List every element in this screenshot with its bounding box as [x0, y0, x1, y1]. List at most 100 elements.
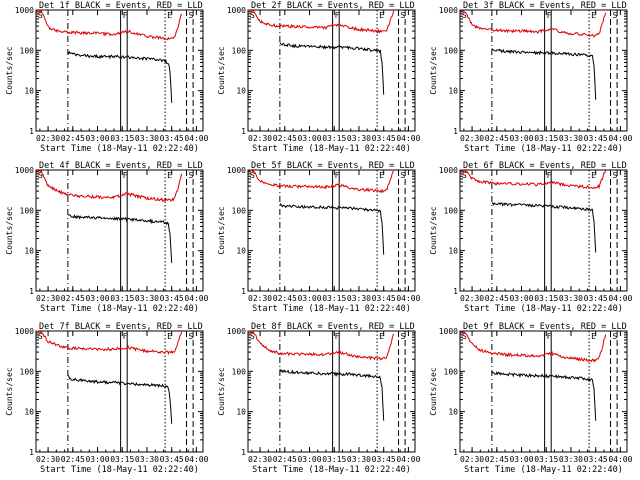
y-tick-label: 10 [448, 247, 458, 256]
x-tick-label: 02:30 [248, 455, 272, 464]
x-tick-label: 03:45 [160, 455, 184, 464]
x-tick-label: 03:00 [509, 294, 533, 303]
y-tick-label: 1000 [227, 327, 246, 336]
y-tick-label: 1 [29, 127, 34, 136]
x-tick-label: 03:00 [509, 455, 533, 464]
x-tick-label: 03:30 [559, 134, 583, 143]
x-axis-label: Start Time (18-May-11 02:22:40) [40, 465, 199, 475]
y-tick-label: 10 [448, 87, 458, 96]
x-tick-label: 04:00 [608, 134, 632, 143]
x-tick-label: 03:00 [297, 134, 321, 143]
panel-det-3: Det 3f BLACK = Events, RED = LLD 1 10 100 10… [429, 1, 633, 154]
marker-label-f: F [335, 332, 340, 341]
plot-frame [247, 9, 416, 132]
y-tick-label: 100 [20, 206, 35, 215]
x-tick-label: 04:00 [184, 294, 208, 303]
plot-frame [247, 169, 416, 292]
marker-label-f: F [335, 171, 340, 180]
marker-label-s: S [462, 332, 467, 341]
marker-label-s: S [250, 332, 255, 341]
y-tick-label: 100 [232, 367, 247, 376]
marker-label-s: S [462, 171, 467, 180]
panel-title: Det 7f BLACK = Events, RED = LLD [39, 322, 203, 332]
marker-label-e: E [379, 11, 384, 20]
x-tick-label: 02:30 [36, 294, 60, 303]
x-tick-label: 02:45 [61, 294, 85, 303]
x-tick-label: 02:30 [36, 134, 60, 143]
x-tick-label: 03:15 [534, 455, 558, 464]
x-axis-label: Start Time (18-May-11 02:22:40) [464, 144, 623, 154]
y-tick-label: 10 [24, 408, 34, 417]
marker-label-e: E [167, 171, 172, 180]
panel-title: Det 8f BLACK = Events, RED = LLD [251, 322, 415, 332]
y-tick-label: 100 [232, 206, 247, 215]
marker-label-f: F [123, 11, 128, 20]
marker-label-s: S [38, 332, 43, 341]
x-tick-label: 03:45 [372, 134, 396, 143]
series-events [67, 375, 173, 424]
series-lld [460, 330, 607, 363]
x-axis-label: Start Time (18-May-11 02:22:40) [40, 304, 199, 314]
y-axis-label: Counts/sec [5, 206, 14, 254]
x-tick-label: 02:45 [485, 294, 509, 303]
y-tick-label: 100 [20, 46, 35, 55]
marker-label-s-end: S [613, 11, 618, 20]
y-tick-label: 1 [453, 287, 458, 296]
y-tick-label: 1 [453, 448, 458, 457]
y-tick-label: 100 [20, 367, 35, 376]
x-axis-label: Start Time (18-May-11 02:22:40) [464, 304, 623, 314]
marker-label-s-end: S [189, 332, 194, 341]
x-tick-label: 03:15 [534, 134, 558, 143]
series-lld [460, 9, 607, 38]
marker-label-s-end: S [613, 171, 618, 180]
x-tick-label: 03:45 [372, 294, 396, 303]
plot-frame [247, 330, 416, 453]
y-axis-label: Counts/sec [217, 367, 226, 415]
panel-title: Det 3f BLACK = Events, RED = LLD [463, 1, 627, 11]
y-tick-label: 100 [232, 46, 247, 55]
series-events [491, 202, 597, 253]
series-lld [36, 329, 183, 356]
x-tick-label: 03:00 [297, 294, 321, 303]
panel-det-2: Det 2f BLACK = Events, RED = LLD 1 10 100 10… [217, 1, 421, 154]
x-tick-label: 03:30 [347, 455, 371, 464]
marker-label-s: S [250, 11, 255, 20]
marker-label-s-end: S [401, 171, 406, 180]
panel-det-7: Det 7f BLACK = Events, RED = LLD 1 10 100 10… [5, 322, 209, 475]
x-tick-label: 03:45 [584, 455, 608, 464]
y-tick-label: 1000 [15, 6, 34, 15]
series-events [67, 50, 173, 103]
y-tick-label: 10 [24, 247, 34, 256]
x-axis-label: Start Time (18-May-11 02:22:40) [40, 144, 199, 154]
x-tick-label: 03:30 [559, 455, 583, 464]
x-axis-label: Start Time (18-May-11 02:22:40) [252, 465, 411, 475]
x-tick-label: 02:30 [460, 294, 484, 303]
y-tick-label: 1 [29, 287, 34, 296]
marker-label-f: F [547, 332, 552, 341]
plot-frame [35, 330, 204, 453]
panel-det-8: Det 8f BLACK = Events, RED = LLD 1 10 100 10… [217, 322, 421, 475]
y-axis-label: Counts/sec [5, 367, 14, 415]
marker-label-s: S [250, 171, 255, 180]
plot-frame [459, 169, 628, 292]
x-tick-label: 02:45 [273, 455, 297, 464]
marker-label-s-end: S [189, 11, 194, 20]
x-tick-label: 04:00 [396, 134, 420, 143]
y-tick-label: 100 [444, 206, 459, 215]
y-tick-label: 1000 [227, 166, 246, 175]
x-axis-label: Start Time (18-May-11 02:22:40) [252, 304, 411, 314]
y-tick-label: 1000 [439, 166, 458, 175]
x-axis-label: Start Time (18-May-11 02:22:40) [252, 144, 411, 154]
x-tick-label: 02:30 [460, 455, 484, 464]
x-tick-label: 02:45 [485, 134, 509, 143]
x-tick-label: 03:15 [110, 455, 134, 464]
y-tick-label: 1 [453, 127, 458, 136]
panel-det-5: Det 5f BLACK = Events, RED = LLD 1 10 100 10… [217, 161, 421, 314]
x-tick-label: 02:30 [248, 294, 272, 303]
x-tick-label: 03:15 [322, 134, 346, 143]
y-axis-label: Counts/sec [5, 46, 14, 94]
panel-title: Det 9f BLACK = Events, RED = LLD [463, 322, 627, 332]
y-tick-label: 1 [241, 448, 246, 457]
y-tick-label: 10 [236, 87, 246, 96]
y-tick-label: 10 [236, 247, 246, 256]
